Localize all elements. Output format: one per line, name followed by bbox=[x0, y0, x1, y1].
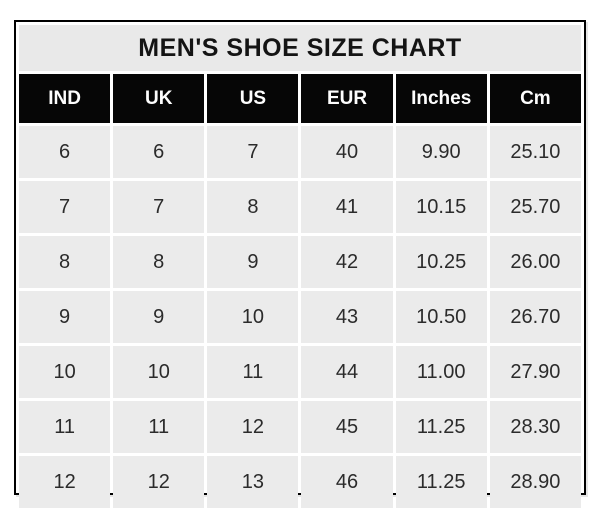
table-cell: 9.90 bbox=[395, 126, 487, 178]
table-cell: 12 bbox=[207, 401, 299, 453]
table-cell: 10.50 bbox=[395, 291, 487, 343]
table-cell: 11.25 bbox=[395, 401, 487, 453]
table-cell: 28.90 bbox=[489, 456, 581, 508]
table-cell: 12 bbox=[19, 456, 111, 508]
table-cell: 40 bbox=[301, 126, 393, 178]
table-row: 11 11 12 45 11.25 28.30 bbox=[19, 401, 581, 453]
table-cell: 7 bbox=[19, 181, 111, 233]
table-cell: 11.25 bbox=[395, 456, 487, 508]
table-cell: 9 bbox=[113, 291, 205, 343]
table-cell: 11 bbox=[19, 401, 111, 453]
table-cell: 43 bbox=[301, 291, 393, 343]
table-cell: 26.70 bbox=[489, 291, 581, 343]
table-row: 12 12 13 46 11.25 28.90 bbox=[19, 456, 581, 508]
column-header-inches: Inches bbox=[395, 74, 487, 123]
size-chart-frame: MEN'S SHOE SIZE CHART IND UK US EUR Inch… bbox=[14, 20, 586, 508]
table-cell: 12 bbox=[113, 456, 205, 508]
header-row: IND UK US EUR Inches Cm bbox=[19, 74, 581, 123]
table-cell: 7 bbox=[207, 126, 299, 178]
table-cell: 10 bbox=[19, 346, 111, 398]
table-cell: 46 bbox=[301, 456, 393, 508]
column-header-us: US bbox=[207, 74, 299, 123]
table-cell: 8 bbox=[113, 236, 205, 288]
table-row: 6 6 7 40 9.90 25.10 bbox=[19, 126, 581, 178]
table-cell: 6 bbox=[113, 126, 205, 178]
table-cell: 10 bbox=[113, 346, 205, 398]
table-cell: 25.10 bbox=[489, 126, 581, 178]
table-cell: 8 bbox=[19, 236, 111, 288]
table-cell: 11 bbox=[113, 401, 205, 453]
table-cell: 6 bbox=[19, 126, 111, 178]
table-cell: 7 bbox=[113, 181, 205, 233]
table-cell: 27.90 bbox=[489, 346, 581, 398]
table-row: 10 10 11 44 11.00 27.90 bbox=[19, 346, 581, 398]
column-header-uk: UK bbox=[113, 74, 205, 123]
table-cell: 9 bbox=[207, 236, 299, 288]
table-cell: 26.00 bbox=[489, 236, 581, 288]
table-row: 9 9 10 43 10.50 26.70 bbox=[19, 291, 581, 343]
table-cell: 10.15 bbox=[395, 181, 487, 233]
table-cell: 10 bbox=[207, 291, 299, 343]
table-cell: 13 bbox=[207, 456, 299, 508]
column-header-cm: Cm bbox=[489, 74, 581, 123]
table-cell: 45 bbox=[301, 401, 393, 453]
table-cell: 9 bbox=[19, 291, 111, 343]
table-cell: 11.00 bbox=[395, 346, 487, 398]
table-cell: 42 bbox=[301, 236, 393, 288]
column-header-eur: EUR bbox=[301, 74, 393, 123]
title-row: MEN'S SHOE SIZE CHART bbox=[19, 25, 581, 71]
table-row: 7 7 8 41 10.15 25.70 bbox=[19, 181, 581, 233]
table-cell: 11 bbox=[207, 346, 299, 398]
table-cell: 28.30 bbox=[489, 401, 581, 453]
table-cell: 44 bbox=[301, 346, 393, 398]
table-cell: 41 bbox=[301, 181, 393, 233]
table-cell: 10.25 bbox=[395, 236, 487, 288]
table-cell: 8 bbox=[207, 181, 299, 233]
table-cell: 25.70 bbox=[489, 181, 581, 233]
table-row: 8 8 9 42 10.25 26.00 bbox=[19, 236, 581, 288]
column-header-ind: IND bbox=[19, 74, 111, 123]
chart-title: MEN'S SHOE SIZE CHART bbox=[19, 25, 581, 71]
size-chart-table: MEN'S SHOE SIZE CHART IND UK US EUR Inch… bbox=[16, 22, 584, 511]
